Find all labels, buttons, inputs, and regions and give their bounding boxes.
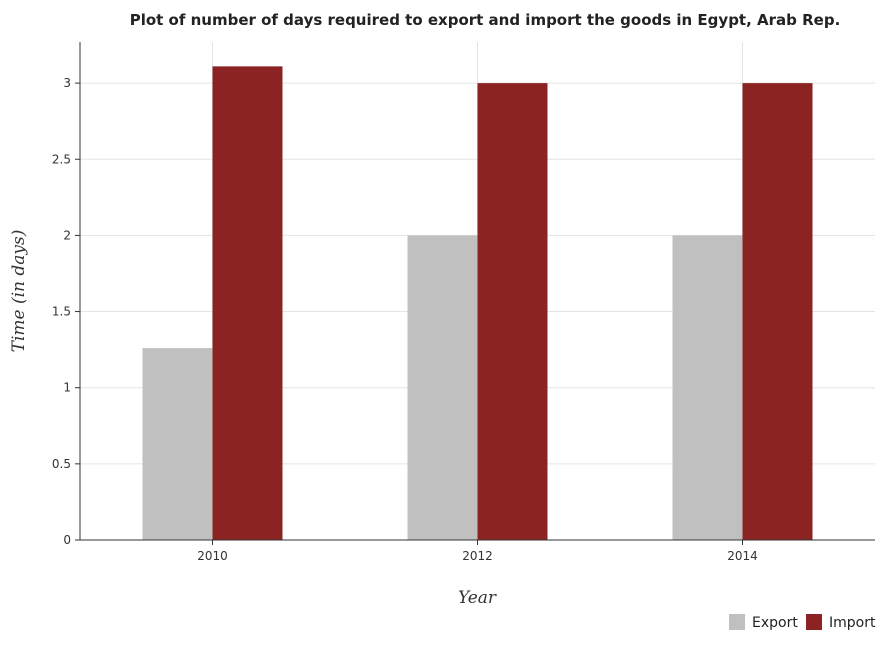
bar-import-2012 (477, 83, 548, 540)
y-tick-label: 0 (63, 533, 71, 547)
legend-swatch-import (806, 614, 822, 630)
x-ticks: 2010 2012 2014 (197, 540, 758, 563)
y-ticks: 0 0.5 1 1.5 2 2.5 3 (52, 76, 80, 547)
x-tick-label: 2014 (727, 549, 758, 563)
legend-label-import: Import (829, 615, 876, 631)
bar-export-2014 (672, 235, 743, 540)
y-tick-label: 1.5 (52, 305, 71, 319)
legend: Export Import (729, 614, 876, 631)
x-axis-title: Year (458, 588, 497, 608)
y-axis-title: Time (in days) (9, 230, 29, 353)
y-tick-label: 2 (63, 228, 71, 242)
legend-label-export: Export (752, 615, 798, 631)
legend-swatch-export (729, 614, 745, 630)
y-tick-label: 2.5 (52, 152, 71, 166)
y-tick-label: 0.5 (52, 457, 71, 471)
bars (142, 66, 813, 540)
y-tick-label: 1 (63, 381, 71, 395)
bar-import-2014 (742, 83, 813, 540)
bar-export-2012 (407, 235, 478, 540)
bar-import-2010 (212, 66, 283, 540)
y-tick-label: 3 (63, 76, 71, 90)
bar-export-2010 (142, 348, 213, 540)
x-tick-label: 2010 (197, 549, 228, 563)
x-tick-label: 2012 (462, 549, 493, 563)
chart-title: Plot of number of days required to expor… (130, 11, 841, 29)
plot-area: 0 0.5 1 1.5 2 2.5 3 2010 2012 2014 (52, 42, 875, 563)
